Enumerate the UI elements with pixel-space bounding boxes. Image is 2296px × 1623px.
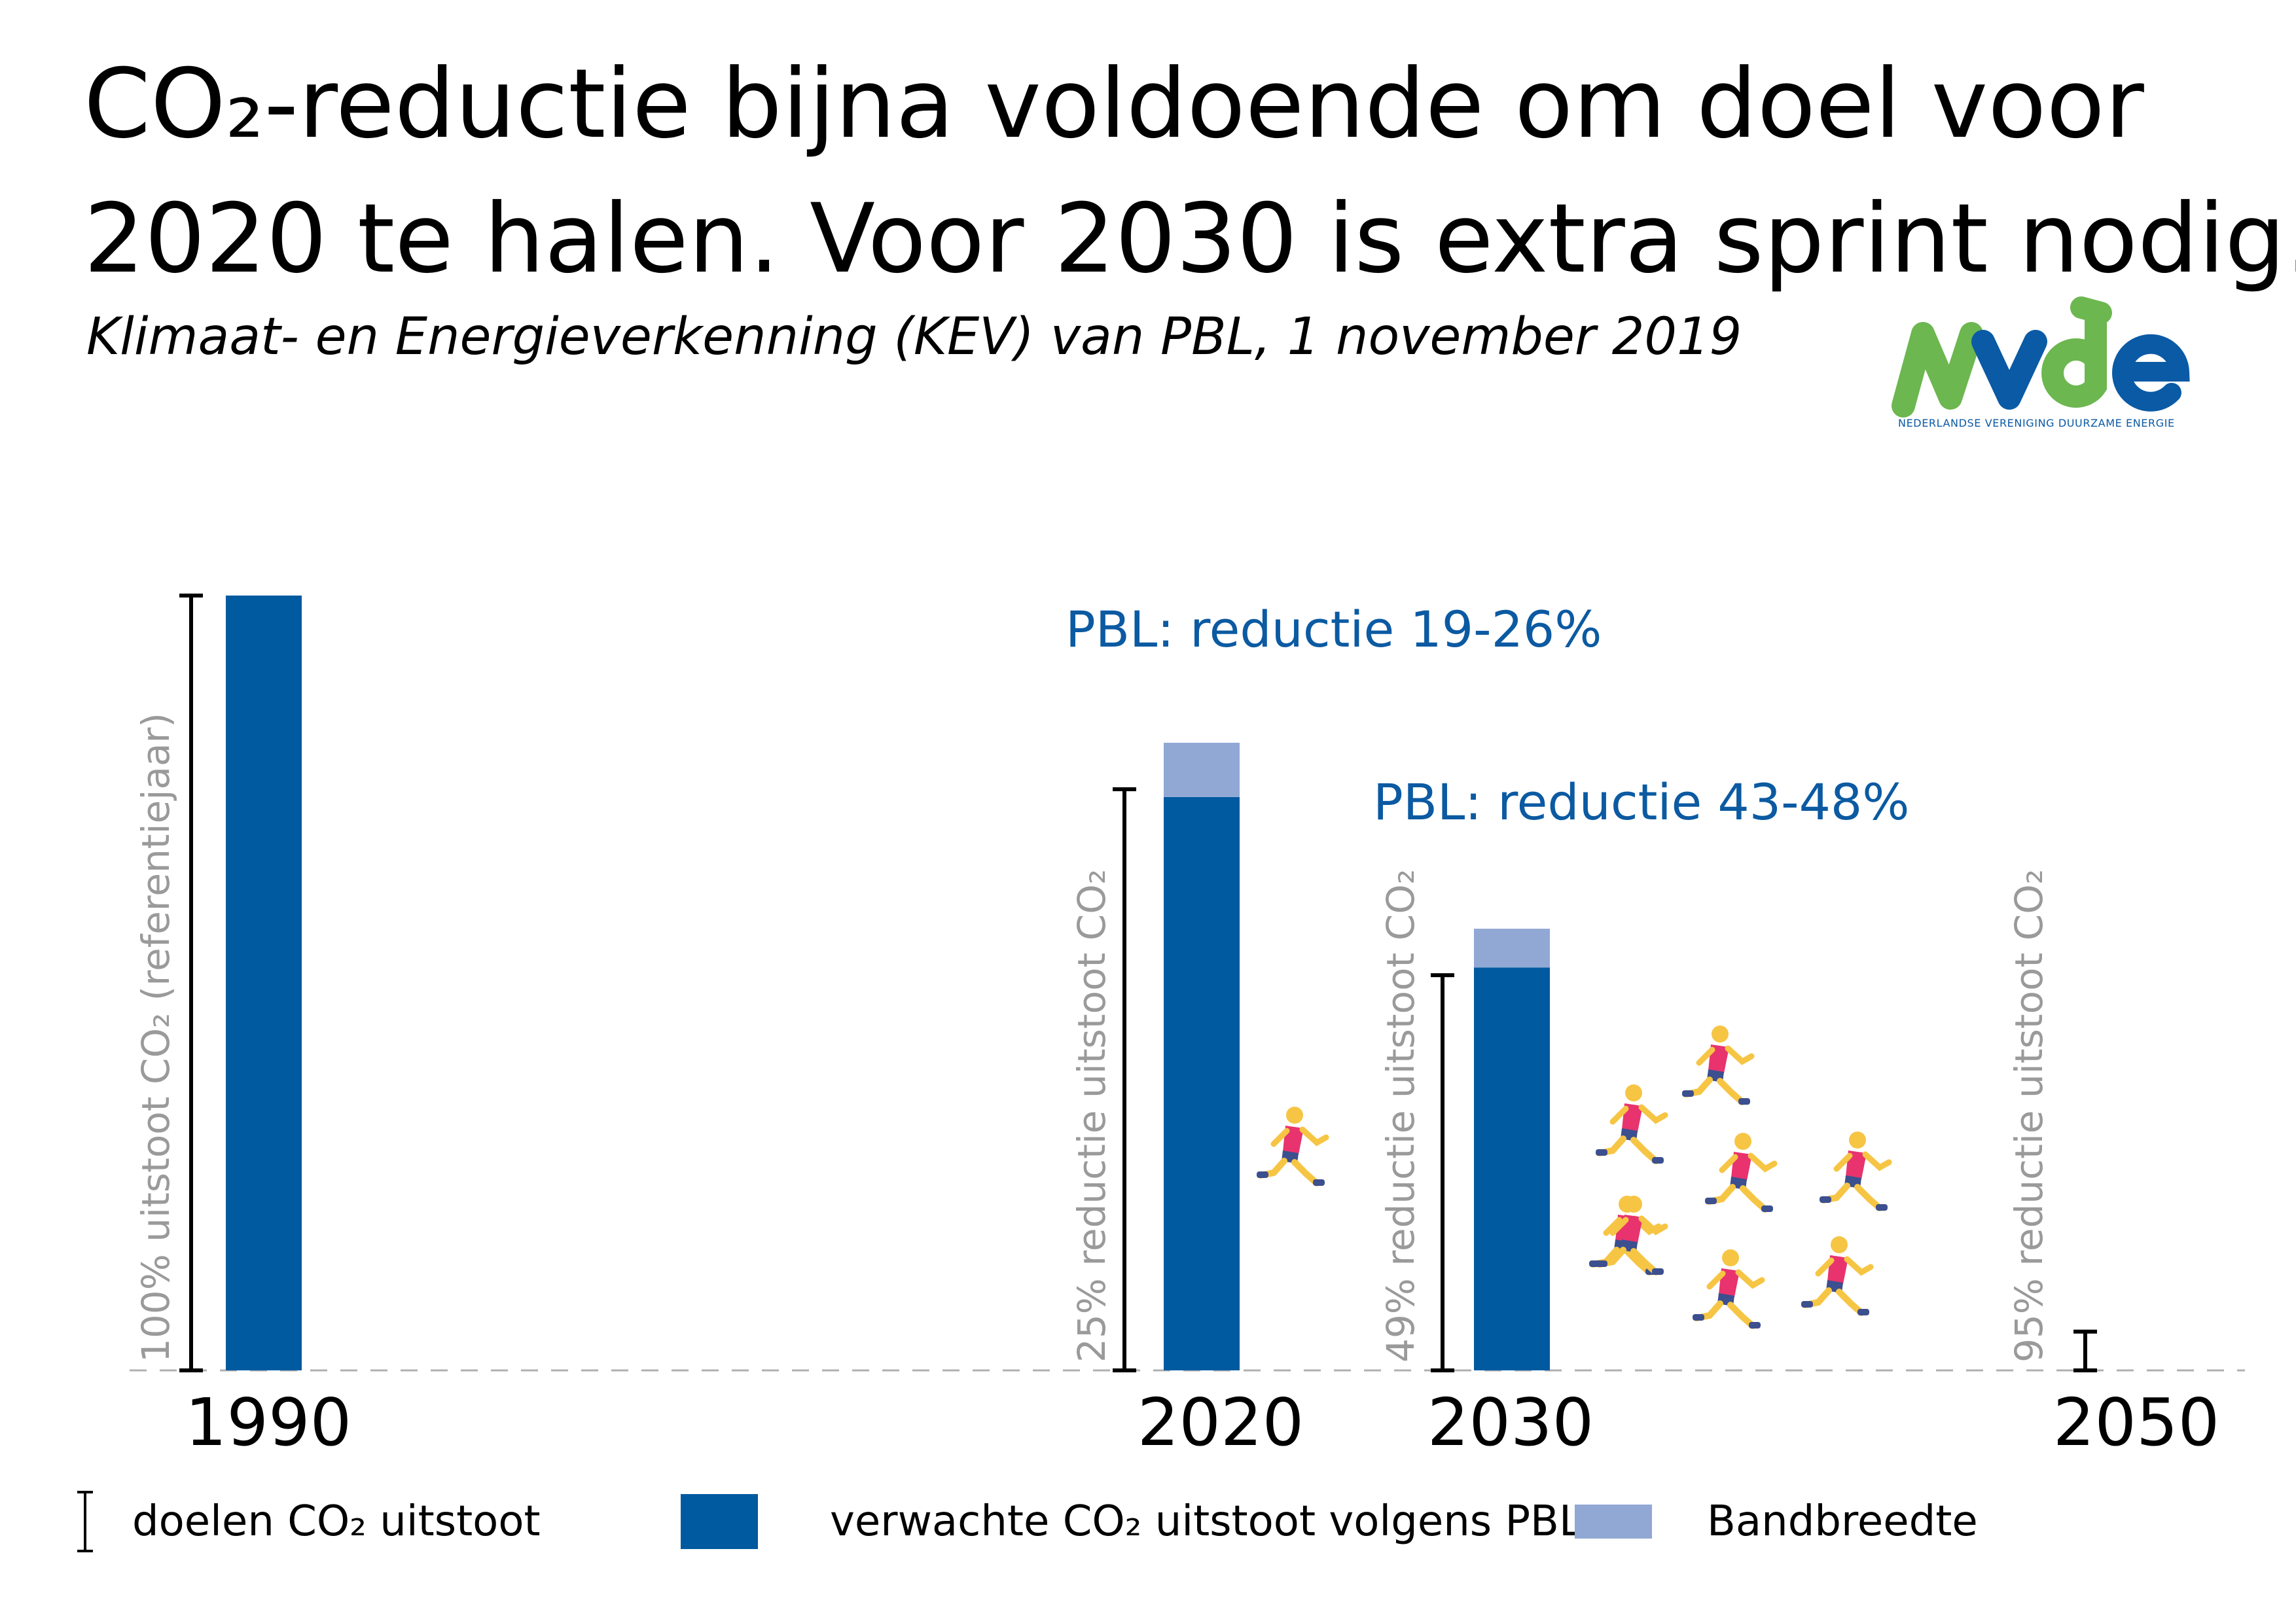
title-line-1: CO₂-reductie bijna voldoende om doel voo… [84,48,2144,160]
target-label-1990: 100% uitstoot CO₂ (referentiejaar) [134,713,178,1363]
year-label-2050: 2050 [2053,1384,2220,1461]
runner-icon [1257,1107,1329,1186]
nvde-logo-mark [1892,296,2190,418]
annotation-2020: PBL: reductie 19-26% [1066,600,1602,658]
bar-1990 [226,596,302,1370]
legend-band-swatch [1575,1505,1652,1539]
band-2020 [1164,742,1240,797]
bar-2020 [1164,796,1240,1370]
annotation-2030: PBL: reductie 43-48% [1373,773,1910,831]
chart-title: CO₂-reductie bijna voldoende om doel voo… [84,37,2296,306]
target-label-2020: 25% reductie uitstoot CO₂ [1069,869,1114,1363]
title-line-2: 2020 te halen. Voor 2030 is extra sprint… [84,183,2296,294]
target-label-2030: 49% reductie uitstoot CO₂ [1378,869,1423,1363]
legend-item-target: doelen CO₂ uitstoot [72,1486,541,1558]
target-label-2050: 95% reductie uitstoot CO₂ [2007,869,2051,1363]
runner-icon [1820,1132,1892,1211]
runner-icon [1682,1026,1755,1105]
bar-2030 [1474,967,1550,1370]
chart-subtitle: Klimaat- en Energieverkenning (KEV) van … [86,308,1742,366]
runner-icon [1693,1249,1765,1329]
logo-tagline: NEDERLANDSE VERENIGING DUURZAME ENERGIE [1898,417,2175,429]
year-label-2030: 2030 [1427,1384,1594,1461]
runner-icon [1801,1236,1874,1316]
legend-band-label: Bandbreedte [1707,1497,1978,1546]
legend-bar-swatch [681,1494,758,1549]
year-label-1990: 1990 [185,1384,352,1461]
runner-icon [1705,1133,1778,1213]
legend-target-label: doelen CO₂ uitstoot [132,1497,541,1546]
legend-bar-label: verwachte CO₂ uitstoot volgens PBL [830,1497,1583,1546]
legend-item-bar: verwachte CO₂ uitstoot volgens PBL [681,1486,1583,1558]
band-2030 [1474,929,1550,968]
runner-icon [1596,1196,1668,1275]
legend-target-swatch [77,1491,93,1552]
year-label-2020: 2020 [1138,1384,1304,1461]
legend-item-band: Bandbreedte [1575,1486,1978,1558]
runner-icon [1596,1084,1668,1164]
